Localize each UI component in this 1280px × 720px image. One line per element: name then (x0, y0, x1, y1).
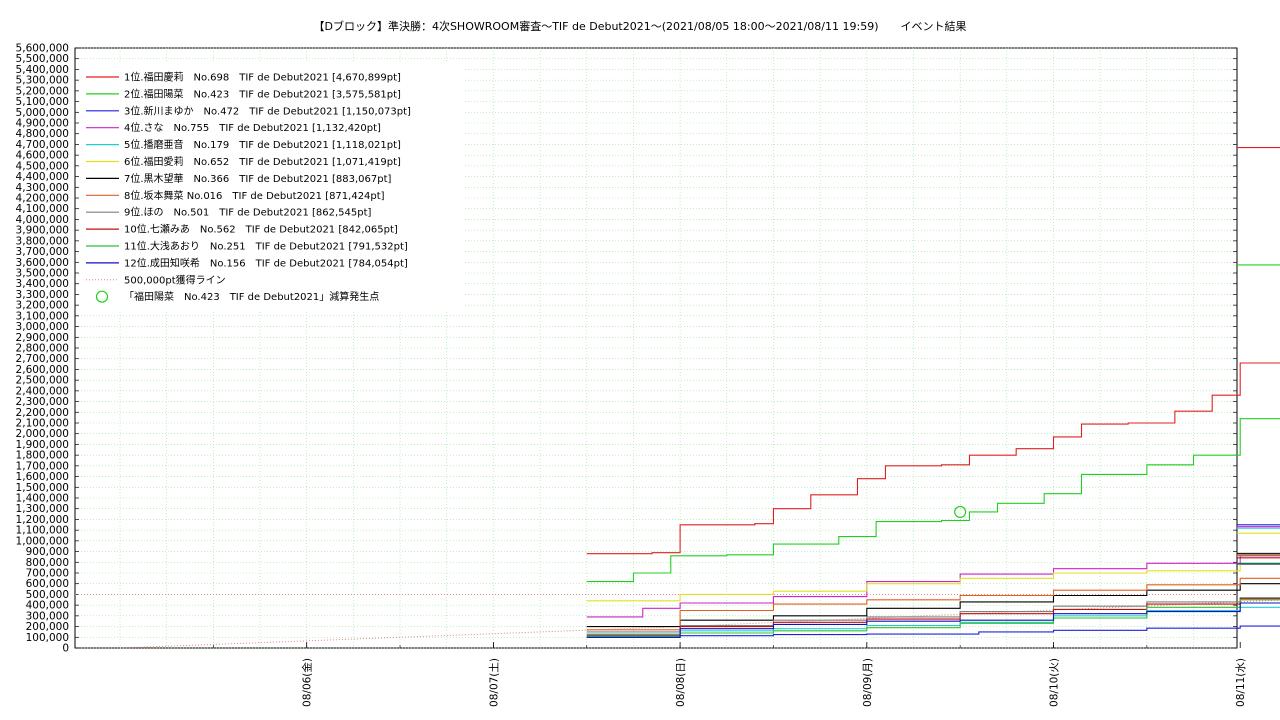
series-line-4 (586, 526, 1280, 618)
y-tick-label: 3,600,000 (16, 257, 69, 269)
y-tick-label: 2,400,000 (16, 385, 69, 397)
y-tick-label: 2,700,000 (16, 353, 69, 365)
legend-entry-9: 9位.ほの No.501 TIF de Debut2021 [862,545pt… (124, 206, 372, 219)
series-line-7 (586, 552, 1280, 628)
y-tick-label: 5,400,000 (16, 64, 69, 76)
reference-line (119, 599, 1280, 649)
y-tick-label: 2,600,000 (16, 364, 69, 376)
legend-entry-5: 5位.播磨亜音 No.179 TIF de Debut2021 [1,118,0… (124, 138, 401, 151)
y-tick-label: 1,000,000 (16, 535, 69, 547)
y-tick-label: 2,300,000 (16, 396, 69, 408)
y-tick-label: 3,700,000 (16, 246, 69, 258)
y-tick-label: 700,000 (26, 568, 69, 580)
legend-box (80, 62, 465, 312)
legend-entry-1: 1位.福田慶莉 No.698 TIF de Debut2021 [4,670,8… (124, 71, 401, 84)
y-tick-label: 1,300,000 (16, 503, 69, 515)
y-tick-label: 4,800,000 (16, 128, 69, 140)
y-tick-label: 5,100,000 (16, 96, 69, 108)
y-tick-label: 0 (62, 643, 69, 655)
series-line-2 (586, 264, 1280, 583)
y-tick-label: 4,300,000 (16, 182, 69, 194)
y-tick-label: 2,000,000 (16, 428, 69, 440)
y-tick-label: 4,200,000 (16, 193, 69, 205)
y-tick-label: 5,200,000 (16, 85, 69, 97)
y-tick-label: 4,400,000 (16, 171, 69, 183)
x-tick-label: 08/08(日) (675, 658, 687, 707)
legend-entry-12: 12位.成田知咲希 No.156 TIF de Debut2021 [784,0… (124, 256, 408, 269)
legend-swatch-marker (95, 290, 109, 303)
legend-entry-marker: 「福田陽菜 No.423 TIF de Debut2021」減算発生点 (124, 290, 379, 303)
y-tick-label: 5,000,000 (16, 107, 69, 119)
y-tick-label: 2,800,000 (16, 343, 69, 355)
y-tick-label: 2,900,000 (16, 332, 69, 344)
y-tick-label: 300,000 (26, 610, 69, 622)
y-tick-label: 3,100,000 (16, 310, 69, 322)
legend-entry-8: 8位.坂本舞菜 No.016 TIF de Debut2021 [871,424… (124, 189, 385, 202)
y-tick-label: 5,300,000 (16, 75, 69, 87)
y-tick-label: 1,500,000 (16, 482, 69, 494)
series-line-3 (586, 524, 1280, 638)
y-tick-label: 3,200,000 (16, 300, 69, 312)
y-tick-label: 400,000 (26, 600, 69, 612)
y-tick-label: 5,600,000 (16, 43, 69, 55)
y-tick-label: 600,000 (26, 578, 69, 590)
y-tick-label: 100,000 (26, 632, 69, 644)
series-line-12 (586, 563, 1280, 638)
legend-entry-11: 11位.大浅あおり No.251 TIF de Debut2021 [791,5… (124, 240, 408, 253)
y-tick-label: 3,400,000 (16, 278, 69, 290)
y-tick-label: 500,000 (26, 589, 69, 601)
y-tick-label: 5,500,000 (16, 53, 69, 65)
y-tick-label: 4,500,000 (16, 160, 69, 172)
y-tick-label: 4,100,000 (16, 203, 69, 215)
y-tick-label: 2,100,000 (16, 418, 69, 430)
deduction-marker (954, 505, 967, 519)
y-tick-label: 800,000 (26, 557, 69, 569)
y-tick-label: 4,700,000 (16, 139, 69, 151)
y-tick-label: 4,900,000 (16, 118, 69, 130)
x-tick-label: 08/10(火) (1049, 658, 1061, 707)
y-tick-label: 4,600,000 (16, 150, 69, 162)
legend-entry-6: 6位.福田愛莉 No.652 TIF de Debut2021 [1,071,4… (124, 155, 401, 168)
x-tick-label: 08/09(月) (862, 658, 874, 707)
x-tick-label: 08/06(金) (301, 658, 314, 707)
y-tick-label: 1,800,000 (16, 450, 69, 462)
y-tick-label: 3,500,000 (16, 268, 69, 280)
y-tick-label: 900,000 (26, 546, 69, 558)
y-tick-label: 1,900,000 (16, 439, 69, 451)
x-tick-label: 08/11(水) (1235, 658, 1247, 707)
y-tick-label: 4,000,000 (16, 214, 69, 226)
y-tick-label: 3,300,000 (16, 289, 69, 301)
y-tick-label: 1,400,000 (16, 493, 69, 505)
y-tick-label: 3,000,000 (16, 321, 69, 333)
y-tick-label: 3,800,000 (16, 235, 69, 247)
series-line-1 (586, 146, 1280, 555)
legend-entry-3: 3位.新川まゆか No.472 TIF de Debut2021 [1,150,… (124, 104, 411, 117)
y-tick-label: 1,200,000 (16, 514, 69, 526)
legend-entry-4: 4位.さな No.755 TIF de Debut2021 [1,132,420… (124, 121, 381, 134)
y-tick-label: 3,900,000 (16, 225, 69, 237)
series-line-8 (586, 554, 1280, 631)
y-tick-label: 200,000 (26, 621, 69, 633)
series-line-6 (586, 532, 1280, 602)
y-tick-label: 1,700,000 (16, 460, 69, 472)
y-tick-label: 2,200,000 (16, 407, 69, 419)
legend-entry-7: 7位.黒木望華 No.366 TIF de Debut2021 [883,067… (124, 172, 392, 185)
legend-entry-2: 2位.福田陽菜 No.423 TIF de Debut2021 [3,575,5… (124, 87, 401, 100)
legend-entry-reference: 500,000pt獲得ライン (124, 273, 226, 286)
x-tick-label: 08/07(土) (487, 658, 500, 707)
legend-entry-10: 10位.七瀬みあ No.562 TIF de Debut2021 [842,06… (124, 223, 398, 236)
y-tick-label: 1,100,000 (16, 525, 69, 537)
y-tick-label: 2,500,000 (16, 375, 69, 387)
chart-title: 【Dブロック】準決勝：4次SHOWROOM審査〜TIF de Debut2021… (313, 20, 967, 33)
y-tick-label: 1,600,000 (16, 471, 69, 483)
